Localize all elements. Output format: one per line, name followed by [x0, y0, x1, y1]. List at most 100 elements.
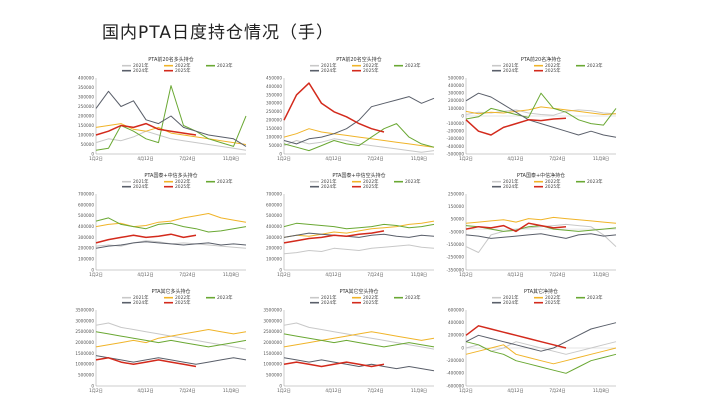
y-tick-label: 0: [461, 345, 464, 350]
y-tick-label: 1500000: [263, 351, 282, 356]
y-tick-label: 0: [91, 267, 94, 272]
legend-label: 2021年: [321, 294, 337, 301]
series-line-2025: [283, 82, 385, 133]
y-tick-label: 500000: [266, 213, 282, 218]
chart-title: PTA前20名多头持仓: [148, 56, 193, 63]
chart-title: PTA国泰+中信空头持仓: [332, 172, 385, 179]
legend-label: 2025年: [363, 183, 379, 190]
legend-label: 2024年: [503, 299, 519, 306]
y-tick-label: 200000: [78, 246, 94, 251]
x-tick-label: 4月12日: [325, 272, 341, 278]
series-line-2025: [283, 361, 385, 368]
x-tick-label: 4月12日: [507, 388, 523, 394]
y-tick-label: 250000: [266, 109, 282, 114]
legend-label: 2025年: [363, 67, 379, 74]
y-tick-label: 100000: [266, 257, 282, 262]
y-tick-label: 1500000: [75, 351, 94, 356]
x-tick-label: 1月2日: [459, 156, 473, 162]
y-tick-label: -50000: [449, 229, 464, 234]
y-tick-label: 500000: [78, 373, 94, 378]
series-line-2024: [283, 96, 435, 145]
y-tick-label: -300000: [447, 136, 465, 141]
x-tick-label: 11月8日: [593, 272, 609, 278]
y-tick-label: 3500000: [263, 307, 282, 312]
legend-label: 2023年: [405, 294, 421, 301]
series-line-2024: [465, 322, 617, 352]
y-tick-label: 2000000: [263, 340, 282, 345]
series-line-2022: [465, 106, 617, 115]
legend-label: 2021年: [133, 294, 149, 301]
series-line-2024: [465, 233, 617, 239]
legend-label: 2024年: [133, 299, 149, 306]
legend-label: 2024年: [503, 183, 519, 190]
y-tick-label: 500000: [448, 75, 464, 80]
legend-label: 2025年: [175, 67, 191, 74]
series-line-2025: [283, 230, 385, 244]
y-tick-label: 200000: [266, 118, 282, 123]
series-line-2025: [95, 122, 197, 136]
series-line-2023: [95, 331, 247, 348]
legend-label: 2022年: [363, 178, 379, 185]
x-tick-label: 4月12日: [137, 272, 153, 278]
x-tick-label: 11月8日: [593, 388, 609, 394]
y-tick-label: 600000: [78, 202, 94, 207]
legend-label: 2025年: [545, 299, 561, 306]
legend-label: 2025年: [363, 299, 379, 306]
series-line-2025: [465, 325, 567, 349]
y-tick-label: 100000: [266, 135, 282, 140]
x-tick-label: 7月24日: [549, 272, 565, 278]
line-chart: PTA其它净持仓 2021年 2022年 2023年 2024年 2025年 -600000…: [447, 288, 617, 394]
y-tick-label: 0: [91, 383, 94, 388]
y-tick-label: 300000: [266, 101, 282, 106]
y-tick-label: 400000: [448, 83, 464, 88]
chart-title: PTA其它净持仓: [524, 288, 558, 295]
chart-panel: PTA国泰+中信净持仓 2021年 2022年 2023年 2024年 2025年 -350…: [440, 172, 620, 288]
y-tick-label: 700000: [78, 191, 94, 196]
y-tick-label: 250000: [78, 104, 94, 109]
legend-label: 2021年: [133, 62, 149, 69]
x-tick-label: 1月2日: [89, 156, 103, 162]
legend-label: 2022年: [545, 178, 561, 185]
y-tick-label: -150000: [447, 242, 465, 247]
legend-label: 2024年: [321, 299, 337, 306]
y-tick-label: 1000000: [75, 362, 94, 367]
chart-title: PTA前20名净持仓: [521, 56, 561, 63]
legend-label: 2022年: [545, 294, 561, 301]
y-tick-label: 400000: [78, 224, 94, 229]
y-tick-label: 0: [461, 113, 464, 118]
y-tick-label: 700000: [266, 191, 282, 196]
chart-title: PTA前20名空头持仓: [336, 56, 381, 63]
y-tick-label: -350000: [447, 267, 465, 272]
legend-label: 2024年: [503, 67, 519, 74]
chart-title: PTA其它空头持仓: [339, 288, 378, 295]
y-tick-label: 150000: [78, 123, 94, 128]
series-line-2021: [283, 138, 435, 153]
legend-label: 2023年: [587, 62, 603, 69]
y-tick-label: 400000: [266, 224, 282, 229]
legend-label: 2024年: [133, 183, 149, 190]
y-tick-label: 600000: [266, 202, 282, 207]
y-tick-label: 200000: [448, 333, 464, 338]
series-line-2023: [283, 222, 435, 230]
chart-panel: PTA国泰+中信空头持仓 2021年 2022年 2023年 2024年 2025年 0 10…: [258, 172, 438, 288]
series-line-2021: [465, 109, 617, 116]
series-line-2024: [465, 92, 617, 138]
y-tick-label: 150000: [448, 204, 464, 209]
series-line-2022: [95, 123, 247, 145]
series-line-2023: [465, 341, 617, 374]
x-tick-label: 4月12日: [507, 272, 523, 278]
y-tick-label: 450000: [266, 75, 282, 80]
series-line-2023: [95, 217, 247, 233]
y-tick-label: -400000: [447, 144, 465, 149]
x-tick-label: 4月12日: [137, 388, 153, 394]
series-line-2024: [95, 241, 247, 249]
series-line-2024: [283, 357, 435, 372]
y-tick-label: 2500000: [75, 329, 94, 334]
x-tick-label: 4月12日: [507, 156, 523, 162]
x-tick-label: 7月24日: [367, 272, 383, 278]
series-line-2025: [465, 222, 567, 233]
